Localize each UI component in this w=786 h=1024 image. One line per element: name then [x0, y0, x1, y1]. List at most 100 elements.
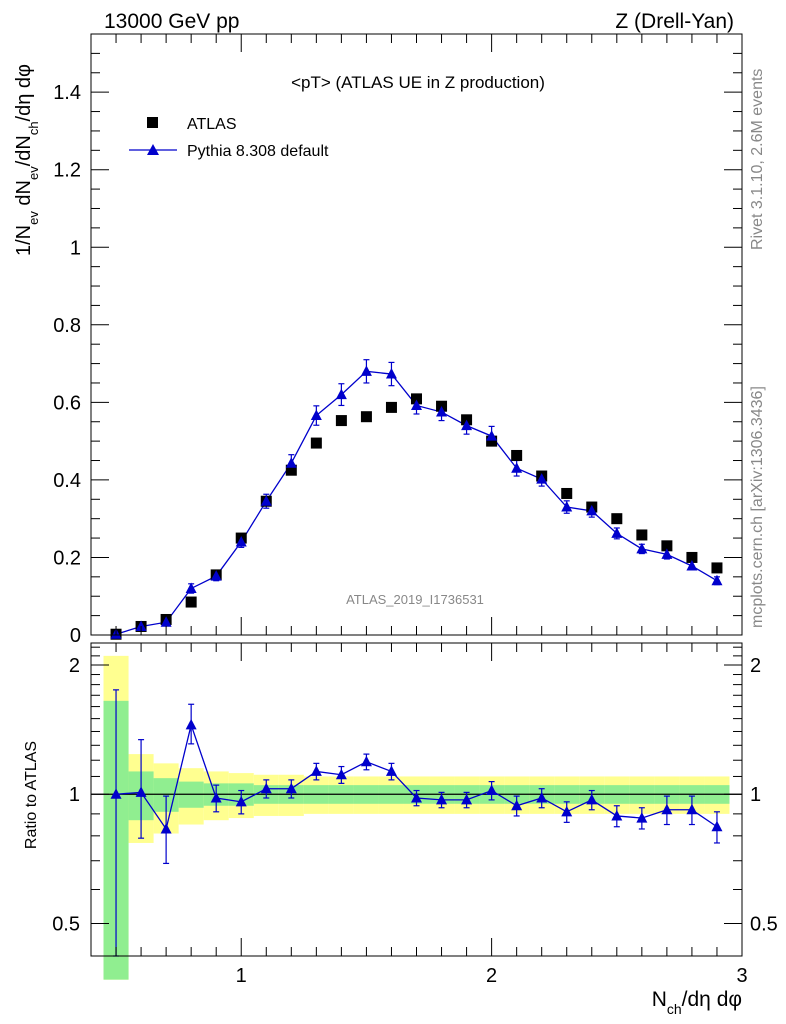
- y-tick-label: 0.4: [53, 470, 81, 492]
- atlas-data-point: [661, 540, 673, 552]
- ratio-y-tick-label: 2: [69, 655, 80, 677]
- ratio-pythia-point: [436, 793, 448, 805]
- ratio-pythia-point: [160, 822, 172, 834]
- pythia-point: [461, 419, 473, 431]
- ratio-pythia-point: [586, 793, 598, 805]
- ratio-axes: 1 2 3 0.5 0.5 1 1 2 2: [52, 643, 778, 987]
- atlas-data-point: [411, 393, 422, 405]
- pythia-point: [711, 574, 723, 586]
- ratio-y-tick-label: 0.5: [52, 913, 80, 935]
- x-axis-label: Nch/dη dφ: [652, 988, 742, 1017]
- atlas-data-point: [310, 437, 322, 449]
- atlas-data-point: [511, 449, 523, 461]
- y-tick-label: 1.4: [53, 82, 81, 104]
- main-panel: 0 0.2 0.4 0.6 0.8 1 1.2 1.4 <pT> (ATLAS UE in Z…: [13, 33, 743, 647]
- pythia-point: [561, 501, 573, 512]
- atlas-data-point: [611, 513, 623, 525]
- atlas-data-point: [385, 401, 397, 413]
- ratio-pythia-point: [185, 718, 197, 730]
- pythia-point: [260, 495, 272, 506]
- ratio-pythia-point: [611, 809, 623, 821]
- pythia-point: [285, 457, 297, 468]
- process-label: Z (Drell-Yan): [615, 10, 734, 33]
- ratio-pythia-point: [385, 765, 397, 776]
- ratio-panel: 1 2 3 0.5 0.5 1 1 2 2 Ratio to ATLAS: [23, 642, 778, 987]
- pythia-point: [661, 548, 673, 559]
- ratio-pythia-point: [711, 820, 723, 832]
- ratio-pythia-point: [260, 782, 272, 794]
- legend-atlas-label: ATLAS: [187, 116, 237, 133]
- ratio-y-axis-label: Ratio to ATLAS: [23, 741, 40, 849]
- main-axes: 0 0.2 0.4 0.6 0.8 1 1.2 1.4: [53, 33, 743, 647]
- pythia-point: [586, 504, 598, 516]
- y-tick-label: 0.2: [53, 547, 81, 569]
- ratio-pythia-point: [536, 791, 548, 803]
- atlas-data-point: [335, 415, 347, 427]
- main-plot-content: [110, 359, 723, 640]
- pythia-point: [360, 365, 372, 376]
- ratio-pythia-point: [360, 755, 372, 767]
- ratio-pythia-point: [686, 803, 698, 815]
- ratio-pythia-point: [285, 782, 297, 794]
- y-tick-label: 0.6: [53, 392, 81, 414]
- pythia-point: [411, 399, 422, 410]
- y-tick-label: 1.2: [53, 160, 81, 182]
- atlas-data-point: [360, 411, 372, 423]
- atlas-data-point: [636, 529, 648, 541]
- pythia-point: [636, 542, 648, 554]
- analysis-label: ATLAS_2019_I1736531: [346, 592, 484, 607]
- ratio-pythia-point: [235, 795, 247, 807]
- y-tick-label: 0.8: [53, 315, 81, 337]
- atlas-data-point: [686, 551, 698, 563]
- atlas-data-point: [711, 562, 723, 574]
- legend-pythia-marker: [147, 144, 159, 155]
- ratio-y-tick-label-right: 1: [750, 784, 761, 806]
- atlas-data-point: [486, 435, 498, 447]
- pythia-point: [160, 616, 172, 627]
- pythia-point: [210, 570, 222, 581]
- y-axis-label: 1/Nev dNev/dNch/dη dφ: [13, 64, 41, 256]
- ratio-pythia-point: [135, 786, 147, 797]
- ratio-pythia-point: [636, 812, 648, 823]
- pythia-point: [511, 462, 523, 473]
- energy-label: 13000 GeV pp: [104, 10, 239, 33]
- legend-atlas-marker: [147, 117, 158, 128]
- pythia-point: [235, 535, 247, 547]
- legend-pythia-label: Pythia 8.308 default: [187, 143, 329, 160]
- ratio-y-tick-label-right: 2: [750, 655, 761, 677]
- mcplots-label: mcplots.cern.ch [arXiv:1306.3436]: [749, 386, 766, 628]
- ratio-pythia-point: [511, 799, 523, 811]
- atlas-data-point: [185, 596, 197, 608]
- ratio-pythia-point: [310, 765, 322, 776]
- pythia-point: [310, 409, 322, 421]
- ratio-pythia-point: [561, 805, 573, 817]
- pythia-point: [335, 388, 347, 400]
- rivet-version-label: Rivet 3.1.10, 2.6M events: [749, 69, 766, 250]
- ratio-pythia-point: [661, 803, 673, 815]
- ratio-pythia-point: [411, 791, 422, 803]
- x-tick-label: 2: [486, 965, 497, 987]
- atlas-data-point: [561, 487, 573, 499]
- y-tick-label: 0: [70, 625, 81, 647]
- ratio-y-tick-label: 1: [69, 784, 80, 806]
- pythia-point: [486, 430, 498, 441]
- x-tick-label: 1: [236, 965, 247, 987]
- atlas-data-point: [285, 464, 297, 476]
- x-tick-label: 3: [736, 965, 747, 987]
- pythia-point: [135, 620, 147, 631]
- pythia-point: [185, 582, 197, 593]
- pythia-point: [611, 527, 623, 538]
- ratio-plot-content: [91, 655, 742, 980]
- ratio-pythia-point: [210, 791, 222, 803]
- pythia-point: [385, 368, 397, 379]
- ratio-pythia-point: [461, 793, 473, 805]
- y-tick-label: 1: [70, 237, 81, 259]
- pythia-point: [436, 406, 448, 417]
- pythia-point: [686, 559, 698, 571]
- pythia-point: [536, 473, 548, 484]
- plot-title: <pT> (ATLAS UE in Z production): [291, 73, 545, 92]
- ratio-y-tick-label-right: 0.5: [750, 913, 778, 935]
- ratio-pythia-point: [486, 784, 498, 796]
- ratio-pythia-point: [335, 768, 347, 780]
